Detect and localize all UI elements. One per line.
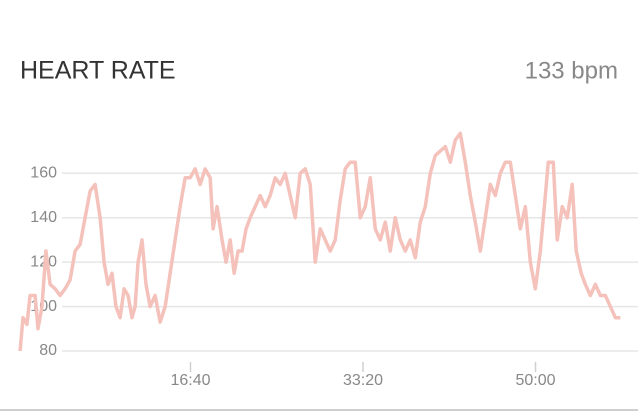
y-tick-label: 140 [30, 209, 57, 226]
x-tick-label: 50:00 [515, 372, 555, 389]
chart-title: HEART RATE [20, 57, 176, 85]
y-tick-label: 80 [39, 342, 57, 359]
heart-rate-line [18, 131, 621, 352]
x-tick-label: 16:40 [170, 372, 210, 389]
current-value: 133 bpm [525, 57, 618, 84]
y-tick-label: 160 [30, 165, 57, 182]
x-tick-label: 33:20 [343, 372, 383, 389]
